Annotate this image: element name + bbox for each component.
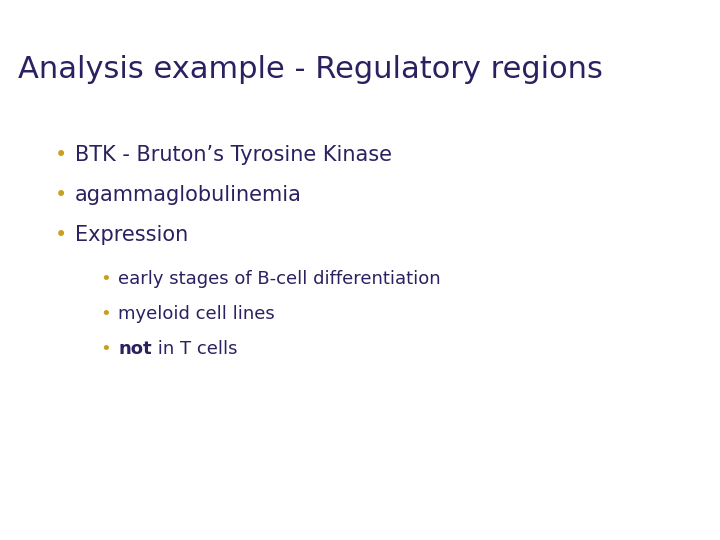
Text: Expression: Expression — [75, 225, 188, 245]
Text: •: • — [100, 340, 111, 358]
Text: •: • — [100, 270, 111, 288]
Text: •: • — [55, 225, 67, 245]
Text: Analysis example - Regulatory regions: Analysis example - Regulatory regions — [18, 55, 603, 84]
Text: BTK - Bruton’s Tyrosine Kinase: BTK - Bruton’s Tyrosine Kinase — [75, 145, 392, 165]
Text: •: • — [100, 305, 111, 323]
Text: early stages of B-cell differentiation: early stages of B-cell differentiation — [118, 270, 441, 288]
Text: not: not — [118, 340, 152, 358]
Text: •: • — [55, 185, 67, 205]
Text: •: • — [55, 145, 67, 165]
Text: in T cells: in T cells — [152, 340, 237, 358]
Text: agammaglobulinemia: agammaglobulinemia — [75, 185, 302, 205]
Text: myeloid cell lines: myeloid cell lines — [118, 305, 275, 323]
